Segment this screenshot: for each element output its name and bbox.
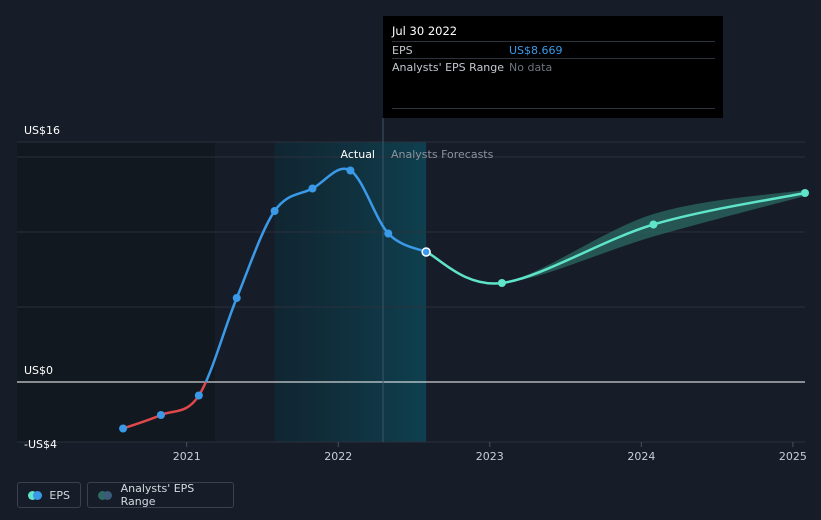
x-tick-label-2: 2023 [476,450,504,463]
x-tick-label-0: 2021 [173,450,201,463]
y-axis-ticks: US$16 US$0 -US$4 [24,124,60,451]
eps-point-3 [232,294,241,302]
forecast-range-area [426,190,805,284]
tooltip: Jul 30 2022 EPS US$8.669 Analysts' EPS R… [383,16,723,118]
y-tick-label-1: US$0 [24,364,53,377]
legend-range-label: Analysts' EPS Range [120,482,195,508]
tooltip-eps-label: EPS [392,44,413,57]
tooltip-divider [392,108,715,109]
section-forecast-label: Analysts Forecasts [391,148,494,161]
tooltip-eps-row: EPS US$8.669 [392,41,715,59]
eps-point-5 [308,184,317,193]
tooltip-range-value: No data [509,61,553,74]
y-tick-label-0: US$16 [24,124,60,137]
y-tick-label-2: -US$4 [24,438,57,451]
tooltip-range-row: Analysts' EPS Range No data [392,58,715,76]
section-actual-label: Actual [341,148,375,161]
legend-eps[interactable]: EPS [17,482,81,508]
eps-point-6 [346,166,355,175]
forecast-point-3 [801,189,809,197]
x-tick-label-4: 2025 [779,450,807,463]
history-dark-band [17,142,215,442]
tooltip-eps-value: US$8.669 [509,44,563,57]
tooltip-date: Jul 30 2022 [392,24,458,38]
series-lines [121,167,807,430]
eps-point-8 [421,247,431,257]
eps-point-1 [156,411,165,419]
tooltip-range-label: Analysts' EPS Range [392,61,505,74]
legend-eps-label: EPS [49,488,70,502]
x-tick-label-1: 2022 [324,450,352,463]
x-axis-ticks: 2021 2022 2023 2024 2025 [173,442,807,463]
forecast-point-2 [649,220,658,229]
x-tick-label-3: 2024 [627,450,655,463]
eps-range-legend-icon [98,490,113,500]
eps-forecast-line [424,191,807,285]
eps-point-0 [119,424,128,433]
forecast-point-1 [497,279,506,287]
eps-point-4 [270,207,279,215]
actual-band [274,142,427,442]
legend-eps-range[interactable]: Analysts' EPS Range [87,482,234,508]
eps-point-7 [384,229,393,238]
eps-legend-icon [28,490,42,500]
eps-point-2 [194,391,203,400]
eps-line [121,167,428,430]
data-points [119,166,809,433]
gridlines [17,141,805,443]
